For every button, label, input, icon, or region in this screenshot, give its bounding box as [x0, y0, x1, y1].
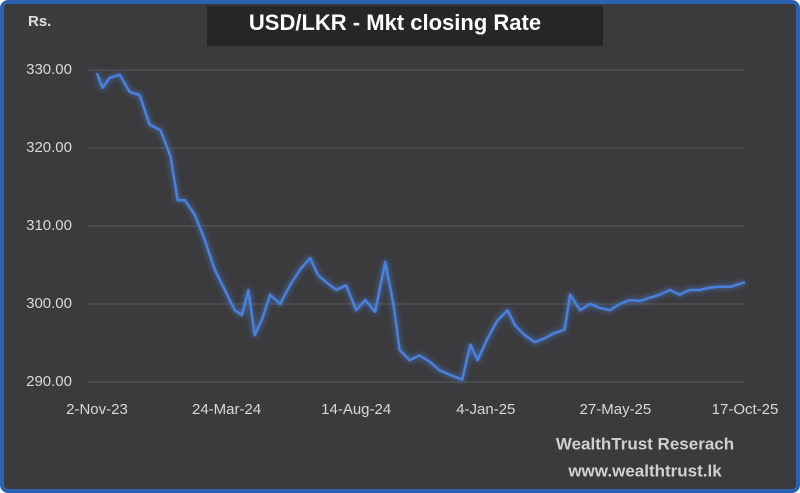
chart-title: USD/LKR - Mkt closing Rate [249, 10, 541, 35]
credit: www.wealthtrust.lk [567, 461, 722, 480]
x-tick-label: 17-Oct-25 [712, 401, 779, 418]
x-tick-label: 27-May-25 [580, 401, 652, 418]
x-tick-label: 2-Nov-23 [66, 401, 128, 418]
y-tick-label: 320.00 [26, 139, 72, 156]
title-box [207, 6, 603, 46]
y-tick-label: 300.00 [26, 295, 72, 312]
y-tick-label: 330.00 [26, 61, 72, 78]
y-tick-label: 290.00 [26, 373, 72, 390]
y-tick-label: 310.00 [26, 217, 72, 234]
credit: WealthTrust Reserach [556, 434, 734, 453]
x-tick-label: 14-Aug-24 [321, 401, 391, 418]
y-axis-label: Rs. [28, 13, 51, 30]
x-tick-label: 4-Jan-25 [456, 401, 515, 418]
line-series [95, 72, 746, 381]
x-tick-label: 24-Mar-24 [192, 401, 261, 418]
